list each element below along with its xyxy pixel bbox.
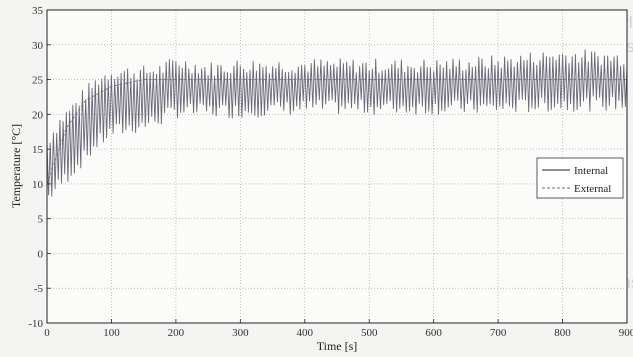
y-tick-label: 5: [38, 214, 44, 226]
y-tick-label: -10: [28, 318, 43, 330]
x-tick-label: 0: [44, 327, 50, 339]
x-axis-label: Time [s]: [317, 339, 358, 353]
x-tick-label: 100: [103, 327, 120, 339]
x-tick-label: 400: [297, 327, 314, 339]
x-tick-label: 700: [490, 327, 507, 339]
x-tick-label: 500: [361, 327, 378, 339]
series-layer: [46, 49, 628, 197]
y-tick-label: 35: [32, 5, 44, 17]
y-tick-label: 25: [32, 75, 44, 87]
x-tick-label: 900: [619, 327, 633, 339]
legend: Internal External: [536, 157, 624, 199]
y-tick-label: 30: [32, 40, 44, 52]
x-tick-label: 800: [554, 327, 571, 339]
x-tick-label: 300: [232, 327, 249, 339]
y-tick-label: 20: [32, 109, 44, 121]
x-tick-label: 600: [425, 327, 442, 339]
tick-labels: 0 100 200 300 400 500 600 700 800 900 -10 -5 0 5 10 15 2…: [28, 5, 633, 339]
x-tick-label: 200: [168, 327, 185, 339]
y-tick-label: 15: [32, 144, 44, 156]
y-tick-label: 0: [38, 248, 44, 260]
legend-internal-label: Internal: [574, 165, 608, 177]
legend-external-label: External: [574, 183, 611, 195]
y-tick-label: -5: [34, 283, 44, 295]
y-tick-label: 10: [32, 179, 44, 191]
y-axis-label: Temperature [°C]: [9, 124, 23, 208]
plot-frame: [46, 9, 628, 324]
series-line-internal: [46, 49, 628, 197]
legend-box: [536, 157, 624, 199]
